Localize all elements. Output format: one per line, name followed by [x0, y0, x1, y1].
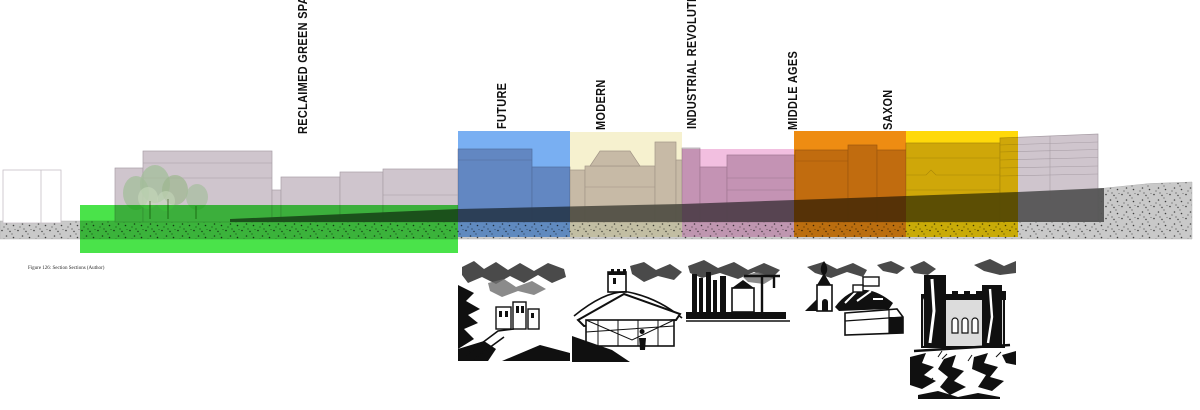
church-spire: [817, 261, 831, 285]
hall-body: [585, 319, 675, 347]
castle-windows: [951, 317, 979, 334]
era-label-middle-ages: MIDDLE AGES: [785, 50, 800, 130]
rock-mass: [458, 341, 496, 361]
hall-structure-lines: [585, 319, 675, 346]
cloud: [974, 259, 1016, 275]
era-label-saxon: SAXON: [880, 89, 895, 130]
tank-top: [732, 280, 754, 288]
cloud: [877, 261, 905, 274]
saxon-castle-sketch: [910, 259, 1016, 399]
era-band-future: [458, 131, 570, 237]
era-label-industrial-revolution: INDUSTRIAL REVOLUTION: [684, 0, 699, 129]
tower-highlight: [928, 278, 936, 344]
era-label-reclaimed-green-space: RECLAIMED GREEN SPACE: [295, 0, 310, 134]
figure-person: [639, 329, 646, 350]
trees: [123, 165, 208, 219]
foreground-shadow: [572, 336, 630, 362]
windows: [499, 306, 534, 318]
grass-strokes: [927, 350, 1002, 386]
industrial-works-sketch: [686, 260, 790, 322]
crane: [744, 274, 780, 312]
era-overlays: [80, 131, 1018, 253]
era-band-middle-ages: [794, 131, 906, 237]
foreground-shadow: [502, 345, 570, 361]
cloud: [630, 262, 682, 282]
base-platform: [686, 312, 786, 319]
era-label-modern: MODERN: [593, 79, 608, 130]
cloud: [488, 279, 546, 297]
street-lines: [465, 328, 515, 360]
cloud: [462, 261, 566, 284]
castle-tower: [607, 269, 627, 293]
era-band-reclaimed-green-space: [80, 205, 458, 253]
building-shadow: [889, 317, 903, 334]
modern-hall-sketch: [572, 262, 683, 362]
church-door: [822, 299, 828, 311]
mound-wall: [852, 276, 880, 293]
future-street-sketch: [458, 261, 570, 361]
castle-mound: [835, 289, 893, 311]
era-label-future: FUTURE: [494, 82, 509, 129]
middle-ages-church-sketch: [805, 261, 905, 336]
castle-base: [913, 343, 1011, 353]
foreground-rocks: [910, 351, 1016, 399]
era-band-modern: [570, 132, 682, 237]
cloud: [807, 262, 867, 278]
figure-caption: Figure 126: Section Sections (Author): [28, 266, 105, 271]
chimneys: [692, 272, 726, 314]
outlined-plot: [2, 169, 62, 224]
tower-highlight: [986, 288, 994, 344]
era-band-industrial-revolution: [682, 149, 794, 237]
tank: [731, 287, 755, 313]
rock-mass: [458, 285, 480, 349]
hill-ridge: [573, 291, 683, 319]
hall-roof: [576, 292, 682, 328]
church-aisle: [805, 299, 817, 311]
era-band-saxon: [906, 131, 1018, 237]
cloud: [910, 261, 936, 275]
